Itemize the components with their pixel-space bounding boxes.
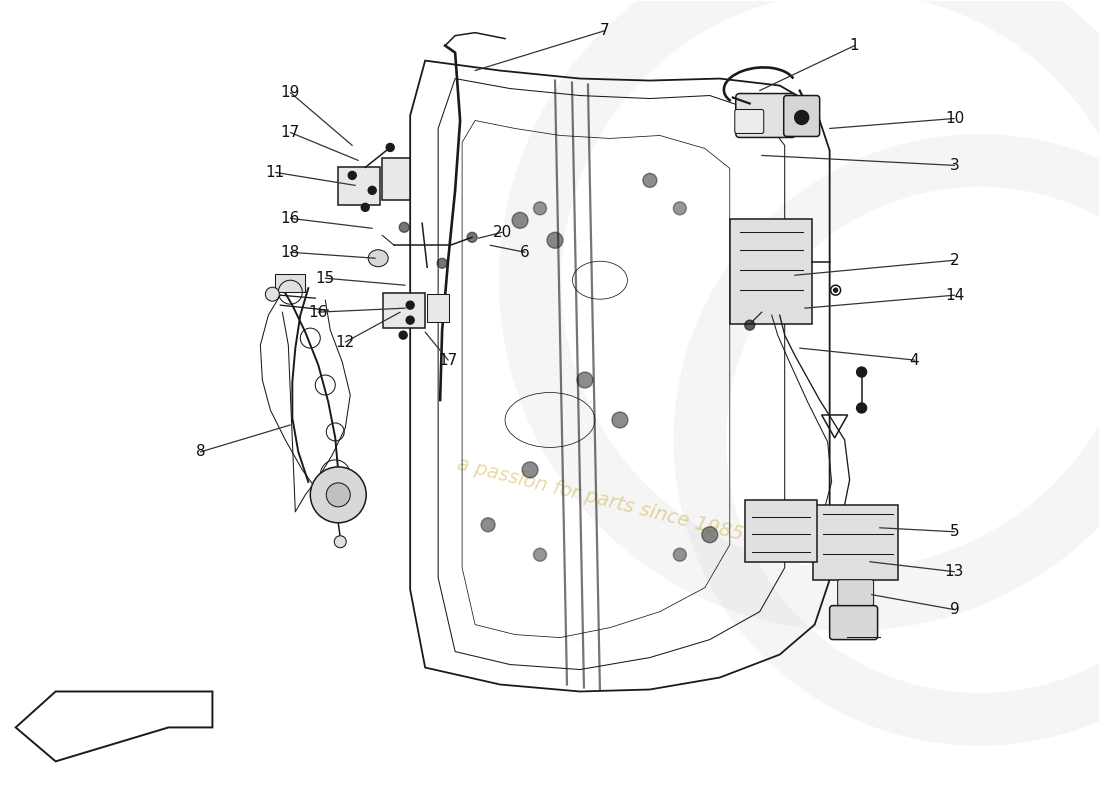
Text: 17: 17	[280, 125, 300, 140]
Text: 14: 14	[945, 288, 964, 302]
Text: a passion for parts since 1985: a passion for parts since 1985	[454, 455, 745, 545]
Text: 8: 8	[196, 445, 206, 459]
Circle shape	[468, 232, 477, 242]
Bar	[813, 505, 898, 580]
FancyBboxPatch shape	[383, 293, 426, 328]
Circle shape	[857, 367, 867, 377]
Text: 4: 4	[910, 353, 920, 367]
Circle shape	[745, 320, 755, 330]
Circle shape	[702, 526, 718, 542]
FancyBboxPatch shape	[736, 94, 795, 138]
Text: 15: 15	[316, 270, 334, 286]
Text: 9: 9	[949, 602, 959, 617]
Circle shape	[437, 258, 447, 268]
Circle shape	[547, 232, 563, 248]
Circle shape	[368, 186, 376, 194]
Text: 12: 12	[336, 334, 355, 350]
Text: 5: 5	[949, 524, 959, 539]
Circle shape	[578, 372, 593, 388]
Text: 2: 2	[949, 253, 959, 268]
FancyBboxPatch shape	[837, 580, 873, 606]
FancyBboxPatch shape	[427, 294, 449, 322]
Circle shape	[512, 212, 528, 228]
Text: 6: 6	[520, 245, 530, 260]
Circle shape	[399, 331, 407, 339]
Circle shape	[349, 171, 356, 179]
Text: 18: 18	[280, 245, 300, 260]
Circle shape	[522, 462, 538, 478]
Text: 3: 3	[949, 158, 959, 173]
Text: 16: 16	[280, 211, 300, 226]
Text: 13: 13	[945, 564, 965, 579]
Bar	[745, 500, 816, 562]
Text: 19: 19	[280, 85, 300, 100]
Text: 20: 20	[493, 225, 512, 240]
Text: 10: 10	[945, 111, 964, 126]
Text: 17: 17	[439, 353, 458, 367]
Ellipse shape	[368, 250, 388, 266]
Text: 11: 11	[266, 165, 285, 180]
Text: 1: 1	[850, 38, 859, 53]
Bar	[729, 219, 812, 324]
Circle shape	[834, 288, 837, 292]
Circle shape	[406, 316, 415, 324]
Circle shape	[857, 403, 867, 413]
Circle shape	[327, 483, 350, 507]
Circle shape	[534, 548, 547, 562]
Circle shape	[361, 203, 370, 211]
Text: 16: 16	[309, 305, 328, 320]
FancyBboxPatch shape	[735, 110, 763, 134]
Circle shape	[406, 301, 415, 309]
Circle shape	[265, 287, 279, 301]
Circle shape	[673, 548, 686, 562]
Circle shape	[386, 143, 394, 151]
FancyBboxPatch shape	[783, 95, 820, 137]
FancyBboxPatch shape	[829, 606, 878, 639]
Circle shape	[612, 412, 628, 428]
Circle shape	[794, 110, 808, 125]
Circle shape	[673, 202, 686, 215]
Circle shape	[534, 202, 547, 215]
Text: 7: 7	[601, 23, 609, 38]
FancyBboxPatch shape	[339, 167, 381, 206]
Circle shape	[481, 518, 495, 532]
Bar	[275, 274, 306, 292]
Circle shape	[399, 222, 409, 232]
Circle shape	[334, 536, 346, 548]
Circle shape	[310, 467, 366, 522]
Circle shape	[642, 174, 657, 187]
FancyBboxPatch shape	[382, 158, 410, 200]
